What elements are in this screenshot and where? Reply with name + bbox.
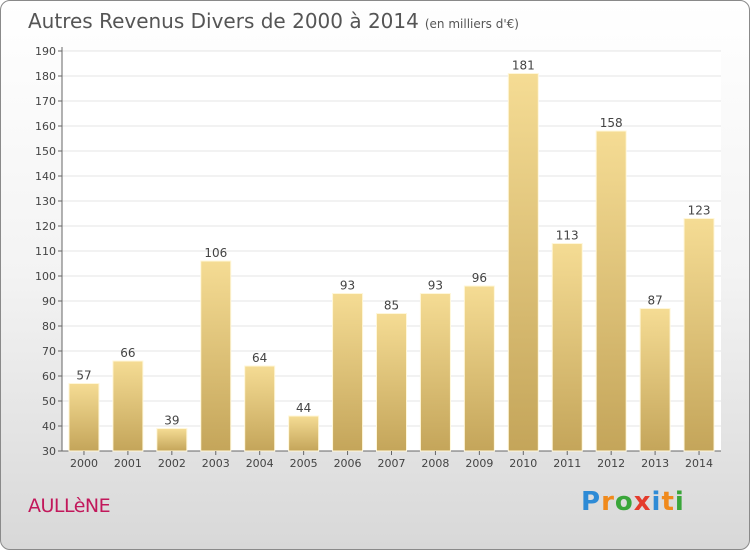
- x-tick-label: 2007: [378, 457, 406, 470]
- bar-value-label: 85: [384, 299, 399, 313]
- bar: [463, 285, 495, 452]
- x-tick-label: 2002: [158, 457, 186, 470]
- bar: [683, 218, 715, 452]
- y-tick-label: 110: [35, 245, 56, 258]
- bar: [595, 130, 627, 452]
- y-tick-label: 170: [35, 95, 56, 108]
- bar-value-label: 44: [296, 401, 311, 415]
- bar: [288, 415, 320, 452]
- x-tick-label: 2000: [70, 457, 98, 470]
- y-tick-label: 120: [35, 220, 56, 233]
- bar: [507, 73, 539, 452]
- x-tick-label: 2001: [114, 457, 142, 470]
- x-tick-label: 2011: [553, 457, 581, 470]
- x-tick-label: 2004: [246, 457, 274, 470]
- bar-value-label: 93: [428, 279, 443, 293]
- y-tick-label: 90: [42, 295, 56, 308]
- bar-value-label: 57: [76, 369, 91, 383]
- bar-value-label: 96: [472, 271, 487, 285]
- y-tick-label: 190: [35, 45, 56, 58]
- y-tick-label: 160: [35, 120, 56, 133]
- bar-value-label: 106: [204, 246, 227, 260]
- y-tick-label: 60: [42, 370, 56, 383]
- chart-title: Autres Revenus Divers de 2000 à 2014 (en …: [28, 9, 519, 33]
- x-tick-label: 2009: [465, 457, 493, 470]
- bar: [112, 360, 144, 452]
- bar: [156, 428, 188, 452]
- x-tick-label: 2010: [509, 457, 537, 470]
- chart-unit: (en milliers d'€): [424, 17, 519, 31]
- bar-value-label: 123: [688, 204, 711, 218]
- y-tick-label: 150: [35, 145, 56, 158]
- bar: [419, 293, 451, 452]
- x-tick-label: 2003: [202, 457, 230, 470]
- x-tick-label: 2008: [421, 457, 449, 470]
- bar: [376, 313, 407, 452]
- y-tick-label: 100: [35, 270, 56, 283]
- bar-value-label: 181: [512, 59, 535, 73]
- brand-letter: r: [601, 487, 615, 517]
- brand-letter: P: [581, 487, 602, 517]
- bar: [68, 383, 100, 452]
- x-tick-label: 2014: [685, 457, 713, 470]
- bar: [244, 365, 276, 452]
- bar: [551, 243, 583, 452]
- x-tick-label: 2013: [641, 457, 669, 470]
- chart-title-text: Autres Revenus Divers de 2000 à 2014: [28, 9, 419, 33]
- y-tick-label: 180: [35, 70, 56, 83]
- bar-value-label: 87: [647, 294, 662, 308]
- x-tick-label: 2012: [597, 457, 625, 470]
- x-tick-label: 2005: [290, 457, 318, 470]
- x-tick-label: 2006: [334, 457, 362, 470]
- bar: [639, 308, 671, 452]
- y-tick-label: 50: [42, 395, 56, 408]
- y-tick-label: 80: [42, 320, 56, 333]
- y-tick-label: 130: [35, 195, 56, 208]
- y-tick-label: 30: [42, 445, 56, 458]
- bar: [332, 293, 364, 452]
- bar: [200, 260, 232, 452]
- bar-value-label: 64: [252, 351, 267, 365]
- brand-letter: t: [661, 487, 675, 517]
- proxiti-logo: Proxiti: [581, 487, 685, 517]
- bar-value-label: 93: [340, 279, 355, 293]
- y-tick-label: 70: [42, 345, 56, 358]
- bar-value-label: 113: [556, 229, 579, 243]
- bar-value-label: 158: [600, 116, 623, 130]
- brand-letter: i: [674, 487, 685, 517]
- brand-letter: i: [651, 487, 662, 517]
- brand-letter: o: [614, 487, 634, 517]
- bar-value-label: 39: [164, 414, 179, 428]
- y-tick-label: 140: [35, 170, 56, 183]
- place-name: AULLèNE: [28, 495, 111, 517]
- brand-letter: x: [633, 487, 652, 517]
- bar-value-label: 66: [120, 346, 135, 360]
- y-tick-label: 40: [42, 420, 56, 433]
